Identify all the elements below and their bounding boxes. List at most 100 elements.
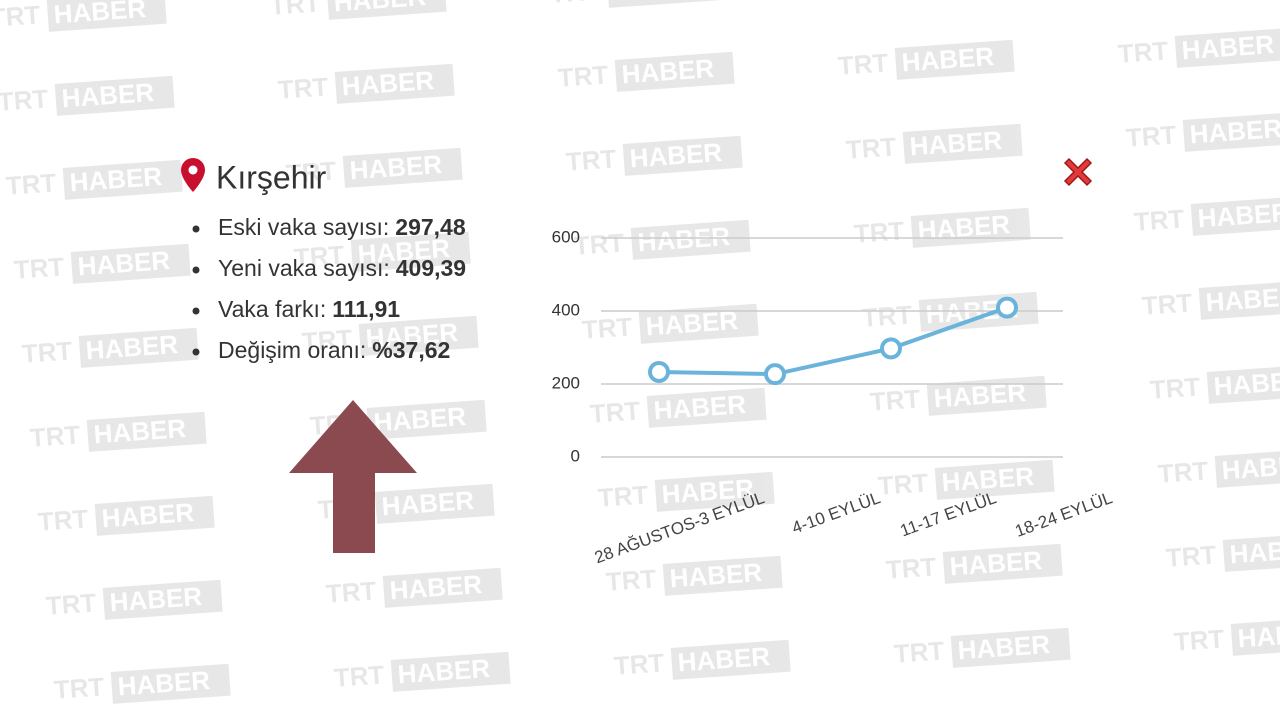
stat-label: Yeni vaka sayısı: — [218, 255, 390, 281]
watermark-box — [1214, 447, 1280, 488]
watermark-box — [646, 387, 767, 428]
watermark-box — [934, 459, 1055, 500]
watermark-left: TRT — [53, 671, 106, 704]
watermark-left: TRT — [589, 395, 642, 428]
watermark-right: HABER — [909, 125, 1004, 161]
watermark-left: TRT — [837, 47, 890, 80]
stat-row: Yeni vaka sayısı: 409,39 — [218, 255, 466, 281]
watermark-right: HABER — [917, 209, 1012, 245]
data-point — [880, 337, 902, 360]
watermark-left: TRT — [853, 215, 906, 248]
watermark-left: TRT — [1173, 623, 1226, 656]
watermark-left: TRT — [1165, 539, 1218, 572]
close-button[interactable] — [1063, 157, 1093, 187]
watermark-right: HABER — [941, 461, 1036, 497]
watermark-right: HABER — [1197, 197, 1280, 233]
watermark-box — [654, 471, 775, 512]
watermark: TRT HABER — [1173, 615, 1280, 657]
watermark-left: TRT — [277, 71, 330, 104]
watermark-box — [1198, 279, 1280, 320]
x-tick-label: 18-24 EYLÜL — [1012, 488, 1114, 541]
watermark-box — [1190, 195, 1280, 236]
watermark-left: TRT — [21, 335, 74, 368]
watermark-left: TRT — [613, 647, 666, 680]
bullet — [192, 307, 200, 315]
watermark-right: HABER — [1237, 617, 1280, 653]
stat-value: %37,62 — [372, 337, 450, 363]
x-tick-label: 4-10 EYLÜL — [789, 488, 883, 538]
watermark-box — [94, 495, 215, 536]
watermark-box — [46, 0, 167, 32]
data-point — [996, 296, 1018, 319]
watermark-box — [358, 315, 479, 356]
watermark-box — [342, 147, 463, 188]
watermark-box — [1222, 531, 1280, 572]
watermark-left: TRT — [333, 659, 386, 692]
watermark-box — [950, 627, 1071, 668]
watermark-left: TRT — [565, 143, 618, 176]
watermark-right: HABER — [901, 41, 996, 77]
watermark-left: TRT — [861, 299, 914, 332]
watermark-box — [638, 303, 759, 344]
watermark: TRT HABER — [845, 123, 1023, 165]
watermark-left: TRT — [605, 563, 658, 596]
watermark-right: HABER — [1229, 533, 1280, 569]
watermark-box — [334, 63, 455, 104]
watermark-left: TRT — [0, 83, 49, 116]
watermark-left: TRT — [597, 479, 650, 512]
stat-value: 111,91 — [332, 296, 400, 322]
watermark-box — [1230, 615, 1280, 656]
watermark-left: TRT — [557, 59, 610, 92]
watermark-left: TRT — [885, 551, 938, 584]
data-point — [764, 363, 786, 386]
close-icon[interactable] — [1063, 157, 1093, 187]
watermark-left: TRT — [5, 167, 58, 200]
watermark: TRT HABER — [589, 387, 767, 429]
watermark-right: HABER — [661, 473, 756, 509]
watermark-right: HABER — [365, 317, 460, 353]
watermark-left: TRT — [845, 131, 898, 164]
watermark-right: HABER — [69, 161, 164, 197]
watermark-box — [110, 663, 231, 704]
watermark: TRT HABER — [1165, 531, 1280, 573]
watermark-right: HABER — [653, 389, 748, 425]
watermark-box — [1174, 27, 1280, 68]
watermark-box — [614, 51, 735, 92]
watermark-left: TRT — [1141, 287, 1194, 320]
watermark-right: HABER — [949, 545, 1044, 581]
watermark-box — [366, 399, 487, 440]
watermark-right: HABER — [933, 377, 1028, 413]
watermark: TRT HABER — [5, 159, 183, 201]
watermark-box — [374, 483, 495, 524]
watermark-box — [78, 327, 199, 368]
y-tick-label: 600 — [552, 227, 580, 246]
watermark-right: HABER — [1221, 449, 1280, 485]
watermark-right: HABER — [621, 53, 716, 89]
watermark-box — [62, 159, 183, 200]
watermark-box — [1182, 111, 1280, 152]
watermark-right: HABER — [349, 149, 444, 185]
watermark-right: HABER — [1213, 365, 1280, 401]
